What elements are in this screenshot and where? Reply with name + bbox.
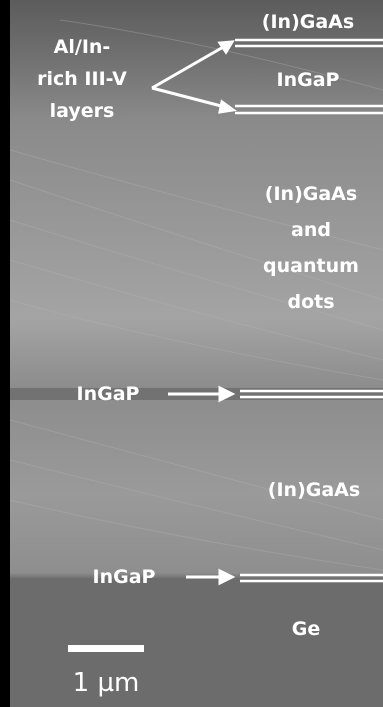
layer-label: quantum <box>263 255 359 277</box>
layer-label: and <box>291 219 331 241</box>
layer-label: InGaP <box>77 383 140 405</box>
page: (In)GaAs Al/In-rich III-V layers InGaP (In)G… <box>0 0 383 707</box>
layer-label: (In)GaAs <box>262 11 354 33</box>
layer-label: InGaP <box>277 69 340 91</box>
ge-substrate <box>10 578 383 707</box>
scale-label: 1 µm <box>73 668 140 698</box>
layer-label: dots <box>287 291 334 313</box>
sem-image: (In)GaAs Al/In-rich III-V layers InGaP (In)G… <box>0 0 383 707</box>
layer-label: InGaP <box>93 566 156 588</box>
scale-bar <box>68 645 144 652</box>
layer-label: (In)GaAs <box>265 183 357 205</box>
layer-label: (In)GaAs <box>268 479 360 501</box>
layer-label: layers <box>50 100 115 122</box>
layer-label: Al/In- <box>54 36 111 58</box>
layer-label: rich III-V <box>37 68 127 90</box>
layer-label: Ge <box>292 618 320 640</box>
